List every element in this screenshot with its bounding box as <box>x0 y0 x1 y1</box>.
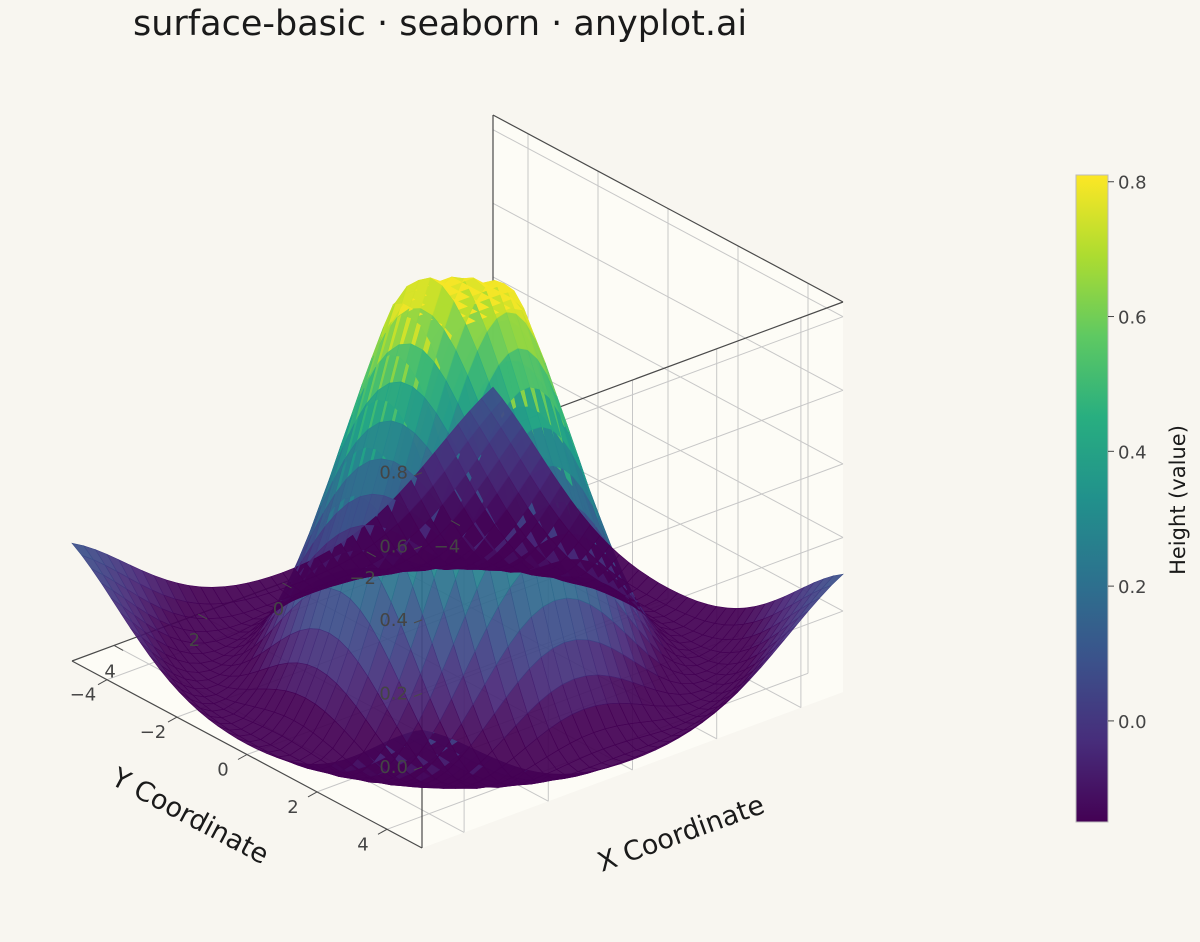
y-tick-label: 2 <box>287 797 298 818</box>
x-tick-label: 0 <box>273 599 284 620</box>
y-tick-label: −4 <box>70 685 97 706</box>
colorbar-tick-label: 0.4 <box>1118 442 1147 463</box>
z-tick-label: 0.6 <box>379 536 408 557</box>
y-tick-mark <box>377 828 388 835</box>
z-tick-mark <box>413 766 423 771</box>
x-tick-label: −2 <box>349 568 376 589</box>
y-tick-label: −2 <box>140 722 167 743</box>
y-tick-mark <box>307 791 318 798</box>
axis-ticks: 0.0 0.2 0.4 0.6 0.8 −4 −2 0 2 4 −4 −2 0 2 4 <box>70 463 460 856</box>
colorbar-tick-label: 0.6 <box>1118 308 1147 329</box>
surface-patch <box>71 542 95 561</box>
z-tick-label: 0.8 <box>379 463 408 484</box>
colorbar-tick-label: 0.2 <box>1118 577 1147 598</box>
colorbar-gradient <box>1075 174 1109 823</box>
z-tick-mark <box>413 472 423 477</box>
colorbar-label: Height (value) <box>1166 425 1190 575</box>
x-tick-label: 4 <box>104 661 115 682</box>
grid-line <box>492 276 844 465</box>
y-tick-mark <box>97 679 108 686</box>
chart-title: surface-basic · seaborn · anyplot.ai <box>133 4 748 44</box>
x-tick-label: 2 <box>189 630 200 651</box>
surface-mesh <box>71 276 844 789</box>
x-tick-label: −4 <box>434 537 461 558</box>
z-tick-label: 0.2 <box>379 683 408 704</box>
x-tick-mark <box>450 520 461 527</box>
colorbar-tick-label: 0.8 <box>1118 173 1147 194</box>
z-tick-mark <box>413 619 423 624</box>
z-tick-mark <box>413 693 423 697</box>
x-axis-label: X Coordinate <box>594 790 769 879</box>
y-tick-label: 0 <box>217 760 228 781</box>
x-tick-mark <box>113 644 124 651</box>
colorbar: 0.0 0.2 0.4 0.6 0.8 Height (value) <box>1075 173 1190 823</box>
colorbar-tick-label: 0.0 <box>1118 712 1147 733</box>
x-tick-mark <box>366 551 376 558</box>
y-tick-label: 4 <box>357 834 368 855</box>
y-tick-mark <box>167 716 178 723</box>
grid-line <box>492 129 844 318</box>
grid-line <box>492 202 844 391</box>
z-tick-label: 0.4 <box>379 610 408 631</box>
x-tick-mark <box>198 613 208 620</box>
axis-edge <box>492 114 844 303</box>
y-axis-label: Y Coordinate <box>105 762 273 871</box>
z-tick-label: 0.0 <box>379 757 408 778</box>
y-tick-mark <box>237 754 248 760</box>
x-tick-mark <box>282 582 292 589</box>
z-tick-mark <box>413 545 423 550</box>
